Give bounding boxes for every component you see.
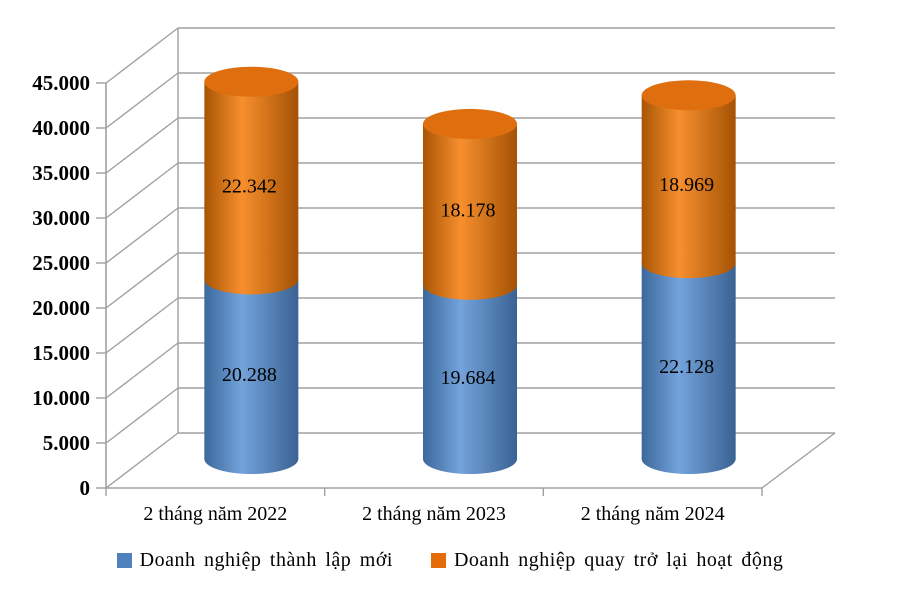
legend-marker-blue-icon bbox=[116, 553, 132, 568]
bar-value-label: 19.684 bbox=[441, 367, 496, 389]
cylinder-segment bbox=[204, 279, 299, 459]
legend-item-returning-enterprises: Doanh nghiệp quay trở lại hoạt động bbox=[430, 549, 784, 572]
side-wall-line bbox=[105, 297, 179, 354]
side-wall-line bbox=[105, 27, 179, 84]
legend: Doanh nghiệp thành lập mới Doanh nghiệp … bbox=[0, 549, 900, 572]
legend-label-new-enterprises: Doanh nghiệp thành lập mới bbox=[139, 549, 393, 571]
legend-label-returning-enterprises: Doanh nghiệp quay trở lại hoạt động bbox=[453, 549, 784, 571]
side-wall-line bbox=[105, 117, 179, 174]
y-tick-label: 5.000 bbox=[43, 431, 90, 455]
cylinder-top bbox=[204, 66, 299, 97]
side-wall-line bbox=[105, 252, 179, 309]
cylinder-segment bbox=[641, 263, 736, 459]
legend-marker-orange-icon bbox=[430, 553, 446, 568]
y-tick-label: 20.000 bbox=[32, 296, 90, 320]
cylinder-segment bbox=[423, 123, 517, 285]
bar-value-label: 20.288 bbox=[222, 364, 277, 386]
cylinder-top bbox=[641, 80, 736, 111]
cylinder-segment bbox=[641, 95, 736, 264]
y-tick-label: 35.000 bbox=[32, 161, 90, 185]
side-wall-line bbox=[105, 207, 179, 264]
floor-right-edge bbox=[761, 432, 836, 489]
y-tick-label: 25.000 bbox=[32, 251, 90, 275]
bar-value-label: 22.128 bbox=[659, 356, 714, 378]
cylinder-segment bbox=[204, 81, 299, 280]
stacked-cylinder-chart: 0 5.000 10.000 15.000 20.000 25.000 30.000 35.0… bbox=[32, 27, 836, 525]
cylinder-top bbox=[423, 108, 517, 139]
bar-value-label: 18.969 bbox=[659, 174, 714, 196]
y-tick-label: 0 bbox=[80, 476, 91, 500]
legend-item-new-enterprises: Doanh nghiệp thành lập mới bbox=[116, 549, 393, 572]
side-wall-line bbox=[105, 162, 179, 219]
side-wall-line bbox=[105, 432, 179, 489]
x-category-label: 2 tháng năm 2022 bbox=[143, 503, 287, 525]
bar-value-label: 18.178 bbox=[441, 199, 496, 221]
y-tick-label: 10.000 bbox=[32, 386, 90, 410]
side-wall-line bbox=[105, 72, 179, 129]
x-category-label: 2 tháng năm 2024 bbox=[581, 503, 725, 525]
y-tick-label: 45.000 bbox=[32, 71, 90, 95]
side-wall-line bbox=[105, 342, 179, 399]
side-wall-line bbox=[105, 387, 179, 444]
x-category-label: 2 tháng năm 2023 bbox=[362, 503, 506, 525]
cylinder-segment bbox=[423, 284, 517, 459]
y-tick-label: 15.000 bbox=[32, 341, 90, 365]
y-tick-label: 30.000 bbox=[32, 206, 90, 230]
bar-value-label: 22.342 bbox=[222, 176, 277, 198]
y-tick-label: 40.000 bbox=[32, 116, 90, 140]
